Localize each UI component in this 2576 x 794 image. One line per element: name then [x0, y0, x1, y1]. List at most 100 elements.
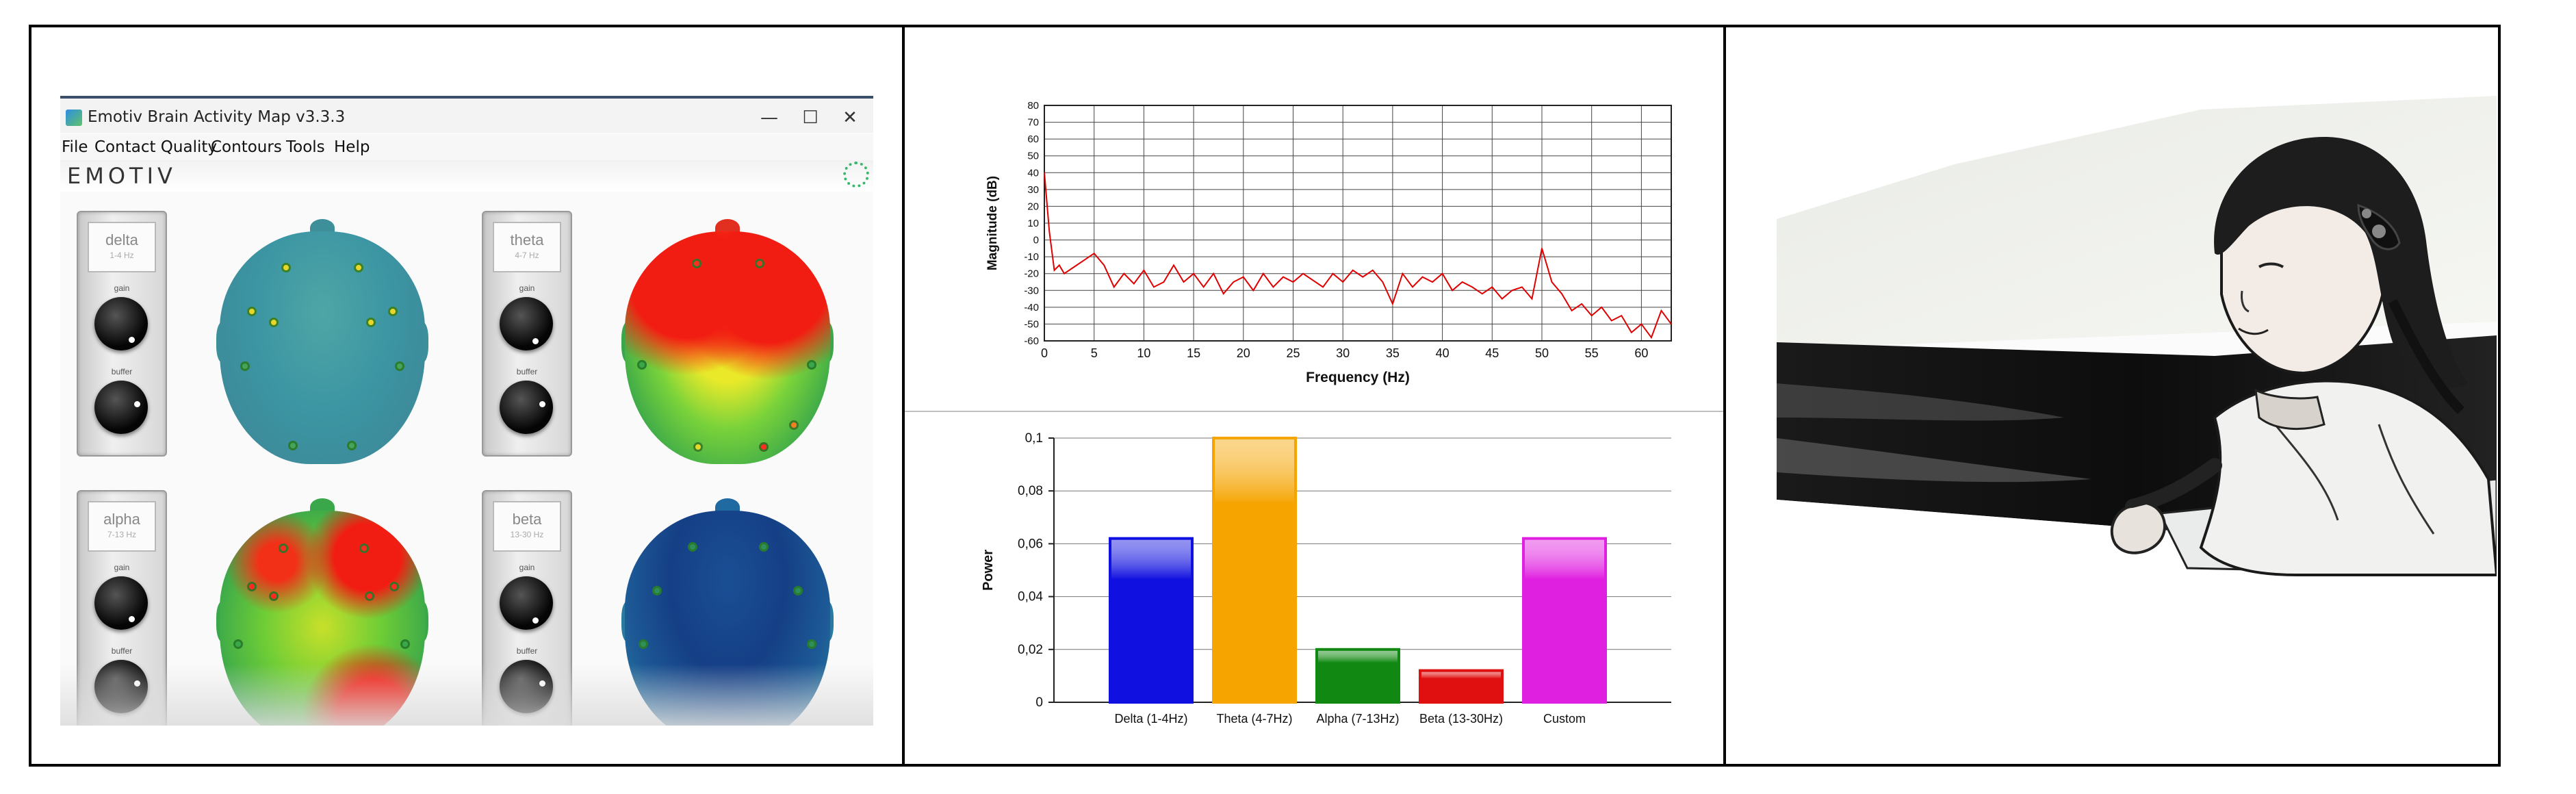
band-label-box: beta 13-30 Hz — [493, 501, 561, 552]
y-axis-label: Power — [981, 550, 996, 591]
plot-area — [1044, 105, 1672, 342]
x-tick-label: 35 — [1386, 346, 1400, 360]
electrode — [247, 307, 257, 316]
knob-indicator-icon — [134, 401, 140, 407]
menu-bar: File Contact Quality Contours Tools Help — [60, 134, 873, 160]
spectrum-point — [1382, 281, 1384, 283]
spectrum-point — [1372, 270, 1374, 271]
band-range: 13-30 Hz — [510, 530, 544, 539]
electrode — [247, 582, 257, 591]
spectrum-point — [1044, 172, 1045, 174]
spectrum-point — [1083, 259, 1085, 261]
band-label-box: delta 1-4 Hz — [88, 222, 156, 272]
menu-contours[interactable]: Contours — [211, 138, 282, 156]
y-tick-label: 30 — [1027, 184, 1039, 196]
spectrum-point — [1561, 293, 1562, 295]
electrode — [759, 542, 769, 552]
electrode — [759, 442, 769, 452]
gain-knob[interactable] — [94, 297, 148, 350]
bar-highlight — [1212, 437, 1297, 704]
electrode — [395, 361, 404, 371]
band-range: 4-7 Hz — [515, 251, 539, 260]
spectrum-point — [1651, 337, 1652, 338]
minimize-button[interactable]: — — [760, 107, 778, 128]
spectrum-point — [1671, 323, 1672, 325]
electrode — [693, 442, 703, 452]
electrode — [793, 586, 803, 596]
band-power-chart: 0,1 0,08 0,06 0,04 0,02 0 Delta (1-4Hz) Theta (… — [907, 419, 1722, 741]
spectrum-point — [1059, 264, 1060, 266]
menu-contact-quality[interactable]: Contact Quality — [94, 138, 217, 156]
brain-map-delta — [216, 219, 428, 465]
emotiv-logo: EMOTIV — [67, 163, 177, 189]
y-tick-label: 0 — [1035, 695, 1043, 710]
y-tick-label: 80 — [1027, 100, 1039, 112]
y-tick-label: 20 — [1027, 201, 1039, 212]
spectrum-point — [1113, 286, 1115, 288]
spectrum-point — [1541, 248, 1543, 249]
spectrum-point — [1202, 286, 1205, 288]
gain-label: gain — [519, 563, 535, 572]
spectrum-point — [1601, 307, 1603, 308]
spectrum-point — [1640, 323, 1643, 325]
spectrum-point — [1491, 286, 1493, 288]
electrode — [269, 591, 279, 601]
y-tick-label: 70 — [1027, 117, 1039, 129]
buffer-knob[interactable] — [500, 381, 553, 434]
electrode — [637, 360, 647, 370]
electrode — [639, 639, 648, 649]
y-tick-label: 0,08 — [1018, 484, 1043, 498]
band-range: 7-13 Hz — [107, 530, 137, 539]
x-category-label: Alpha (7-13Hz) — [1316, 712, 1399, 726]
gain-label: gain — [519, 283, 535, 293]
buffer-label: buffer — [516, 367, 538, 376]
menu-help[interactable]: Help — [334, 138, 370, 156]
spectrum-point — [1352, 270, 1354, 271]
spectrum-point — [1551, 281, 1553, 283]
x-tick-label: 45 — [1485, 346, 1499, 360]
close-button[interactable]: ✕ — [842, 107, 858, 128]
panel-divider — [902, 25, 905, 767]
menu-tools[interactable]: Tools — [286, 138, 325, 156]
buffer-label: buffer — [111, 646, 133, 656]
buffer-knob[interactable] — [94, 381, 148, 434]
spectrum-point — [1481, 293, 1483, 295]
gain-knob[interactable] — [94, 576, 148, 630]
electrode — [789, 420, 799, 430]
gain-knob[interactable] — [500, 576, 553, 630]
y-tick-label: 0,06 — [1018, 537, 1043, 551]
gain-knob[interactable] — [500, 297, 553, 350]
x-tick-label: 15 — [1187, 346, 1200, 360]
knob-indicator-icon — [129, 616, 135, 622]
spectrum-point — [1292, 281, 1294, 283]
y-tick-label: 0,02 — [1018, 643, 1043, 657]
window-border — [60, 96, 873, 99]
maximize-button[interactable]: ☐ — [802, 107, 819, 128]
spectrum-point — [1173, 264, 1174, 266]
x-category-label: Theta (4-7Hz) — [1216, 712, 1292, 726]
spectrum-point — [1502, 298, 1503, 300]
spectrum-point — [1064, 272, 1065, 274]
band-power-chart-svg: 0,1 0,08 0,06 0,04 0,02 0 Delta (1-4Hz) Theta (… — [981, 431, 1671, 726]
spectrum-point — [1213, 272, 1214, 274]
spectrum-point — [1252, 290, 1254, 292]
electrode — [354, 263, 363, 272]
electrode — [233, 639, 243, 649]
spectrum-point — [1048, 231, 1051, 233]
spectrum-point — [1302, 272, 1304, 274]
y-tick-label: -20 — [1024, 268, 1039, 280]
spectrum-line — [1044, 172, 1672, 340]
x-category-label: Custom — [1543, 712, 1586, 726]
x-tick-label: 55 — [1585, 346, 1599, 360]
buffer-label: buffer — [111, 367, 133, 376]
gain-label: gain — [114, 563, 130, 572]
electrode — [400, 639, 410, 649]
spectrum-point — [1441, 272, 1443, 274]
app-icon — [66, 110, 82, 126]
band-name: theta — [510, 231, 544, 248]
menu-file[interactable]: File — [62, 138, 88, 156]
spectrum-point — [1183, 281, 1185, 283]
band-label-box: alpha 7-13 Hz — [88, 501, 156, 552]
bar-highlight — [1522, 537, 1607, 704]
